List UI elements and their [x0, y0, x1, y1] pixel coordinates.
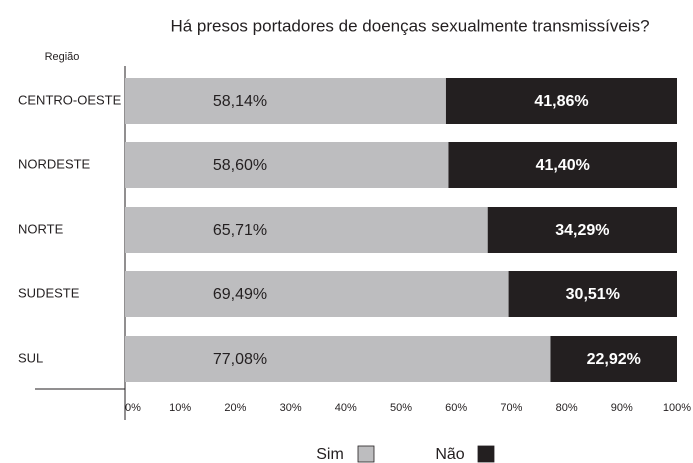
x-tick-label: 90% [611, 402, 633, 414]
x-tick-label: 0% [125, 402, 141, 414]
value-label: 22,92% [587, 351, 641, 368]
y-axis-label: Região [45, 51, 80, 63]
value-label: 30,51% [566, 286, 620, 303]
x-tick-label: 10% [169, 402, 191, 414]
y-tick-label: NORTE [18, 221, 64, 236]
value-label: 58,60% [213, 157, 267, 174]
x-tick-label: 30% [280, 402, 302, 414]
bar-segment [125, 78, 446, 124]
x-tick-label: 100% [663, 402, 691, 414]
value-label: 34,29% [555, 222, 609, 239]
bar-segment [125, 207, 488, 253]
chart-title: Há presos portadores de doenças sexualme… [170, 16, 649, 35]
value-label: 77,08% [213, 351, 267, 368]
y-tick-label: SUDESTE [18, 285, 80, 300]
bar-segment [125, 271, 509, 317]
bar-segment [487, 207, 677, 253]
bar-segment [445, 78, 677, 124]
x-tick-label: 70% [500, 402, 522, 414]
bar-segment [448, 142, 677, 188]
bar-segment [508, 271, 677, 317]
legend-swatch [357, 445, 375, 463]
value-label: 41,86% [534, 93, 588, 110]
legend-label: Não [435, 446, 464, 463]
x-tick-label: 40% [335, 402, 357, 414]
bar-segment [550, 336, 677, 382]
x-tick-label: 20% [224, 402, 246, 414]
y-tick-label: SUL [18, 350, 43, 365]
legend-label: Sim [316, 446, 344, 463]
bar-segment [125, 336, 551, 382]
value-label: 65,71% [213, 222, 267, 239]
value-label: 58,14% [213, 93, 267, 110]
legend-swatch [477, 445, 495, 463]
y-tick-label: NORDESTE [18, 156, 91, 171]
value-label: 69,49% [213, 286, 267, 303]
x-tick-label: 50% [390, 402, 412, 414]
value-label: 41,40% [536, 157, 590, 174]
bar-segment [125, 142, 449, 188]
y-tick-label: CENTRO-OESTE [18, 92, 122, 107]
x-tick-label: 80% [556, 402, 578, 414]
x-tick-label: 60% [445, 402, 467, 414]
